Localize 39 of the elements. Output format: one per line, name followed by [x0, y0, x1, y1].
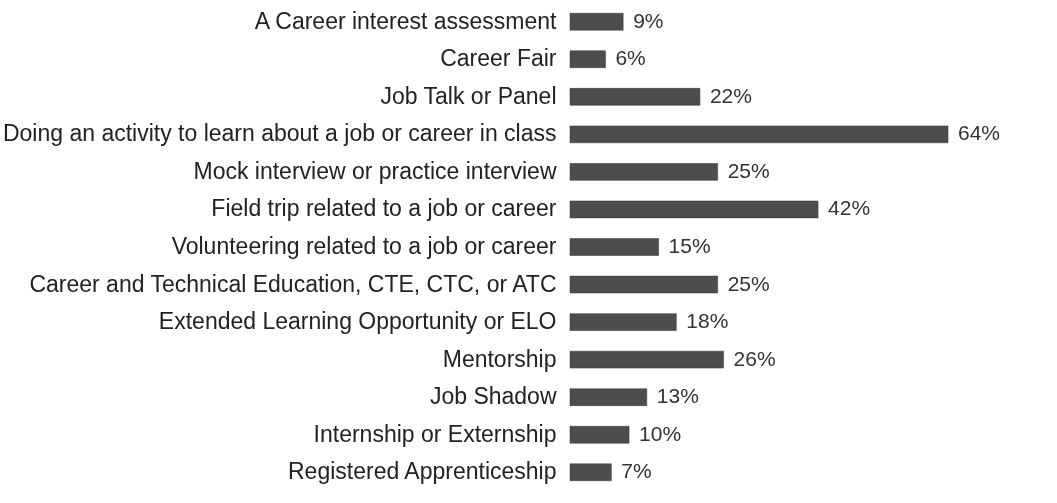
bar: [569, 350, 724, 369]
data-label: 64%: [958, 121, 1001, 145]
y-tick-label: Mock interview or practice interview: [193, 157, 557, 184]
y-tick-label: Volunteering related to a job or career: [171, 233, 557, 259]
y-tick-label: Career Fair: [440, 45, 557, 72]
bar: [569, 313, 677, 331]
data-label: 25%: [727, 158, 770, 182]
data-label: 9%: [633, 8, 664, 32]
bar: [569, 388, 648, 406]
bar: [569, 238, 659, 256]
y-tick-label: Field trip related to a job or career: [211, 195, 557, 222]
bar: [569, 463, 612, 481]
bar: [569, 200, 819, 219]
data-label: 15%: [668, 234, 711, 257]
data-label: 26%: [733, 346, 776, 370]
bar: [569, 125, 949, 144]
bar: [569, 13, 624, 31]
data-label: 10%: [639, 421, 682, 445]
bar: [569, 88, 701, 106]
data-label: 18%: [686, 309, 729, 333]
data-label: 42%: [828, 196, 871, 220]
y-tick-label: Mentorship: [442, 345, 557, 372]
data-label: 7%: [621, 459, 652, 483]
bar: [569, 275, 718, 294]
data-label: 22%: [709, 83, 752, 107]
y-tick-label: Registered Apprenticeship: [288, 458, 557, 485]
bar: [569, 163, 718, 181]
bar: [569, 426, 630, 444]
y-tick-label: Job Shadow: [429, 383, 557, 410]
y-tick-label: A Career interest assessment: [254, 7, 558, 34]
y-tick-label: Doing an activity to learn about a job or career in class: [2, 120, 557, 147]
data-label: 6%: [615, 46, 646, 70]
y-tick-label: Job Talk or Panel: [380, 82, 557, 109]
data-label: 25%: [727, 271, 770, 295]
data-label: 13%: [656, 384, 699, 408]
y-tick-label: Extended Learning Opportunity or ELO: [158, 308, 557, 335]
y-tick-label: Career and Technical Education, CTE, CTC, or ATC: [29, 270, 557, 297]
bar: [569, 50, 606, 68]
y-tick-label: Internship or Externship: [313, 420, 557, 447]
